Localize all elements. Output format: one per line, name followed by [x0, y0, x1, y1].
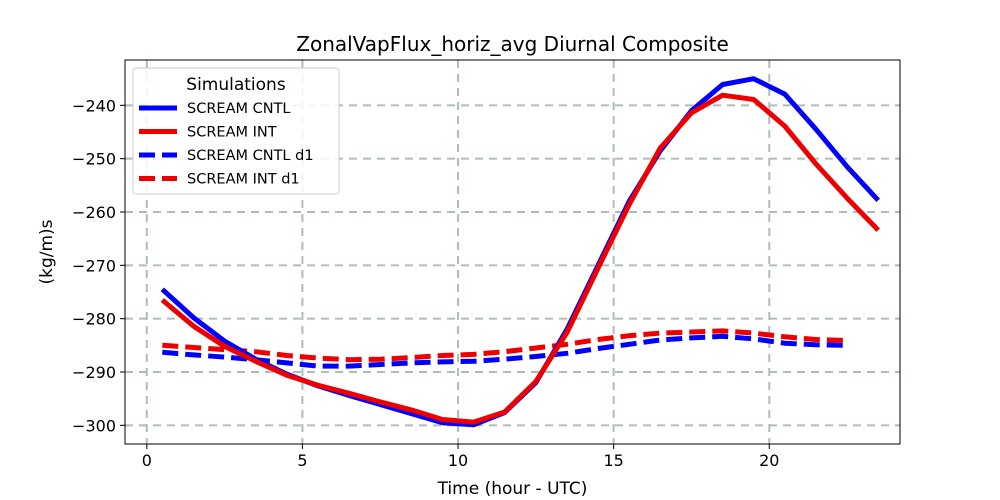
legend-label: SCREAM INT d1 [187, 172, 300, 188]
y-tick-label: −240 [72, 96, 116, 115]
x-tick-label: 20 [759, 451, 779, 470]
y-tick-label: −270 [72, 256, 116, 275]
x-tick-label: 0 [142, 451, 152, 470]
legend-label: SCREAM INT [187, 125, 277, 141]
legend-entries: SCREAM CNTL SCREAM INT SCREAM CNTL d1 SCREA… [139, 101, 314, 188]
y-tick-label: −260 [72, 203, 116, 222]
x-axis-label: Time (hour - UTC) [437, 479, 588, 499]
legend-label: SCREAM CNTL [187, 101, 291, 117]
series-lines [160, 76, 881, 428]
legend-label: SCREAM CNTL d1 [187, 148, 314, 164]
x-tick-label: 10 [448, 451, 468, 470]
x-tick-label: 5 [297, 451, 307, 470]
y-tick-label: −300 [72, 416, 116, 435]
x-tick-label: 15 [603, 451, 623, 470]
y-tick-label: −250 [72, 150, 116, 169]
plot-frame [124, 59, 901, 445]
ticks: 0 5 10 15 20 −300 −290 −280 −270 −260 −250 −240 [72, 96, 779, 470]
y-axis-label: (kg/m)s [37, 219, 57, 284]
legend-title: Simulations [186, 75, 286, 95]
series-line-scream-int [160, 92, 880, 425]
legend-box [132, 67, 340, 195]
y-tick-label: −280 [72, 310, 116, 329]
y-tick-label: −290 [72, 363, 116, 382]
chart-title: ZonalVapFlux_horiz_avg Diurnal Composite [296, 32, 729, 56]
